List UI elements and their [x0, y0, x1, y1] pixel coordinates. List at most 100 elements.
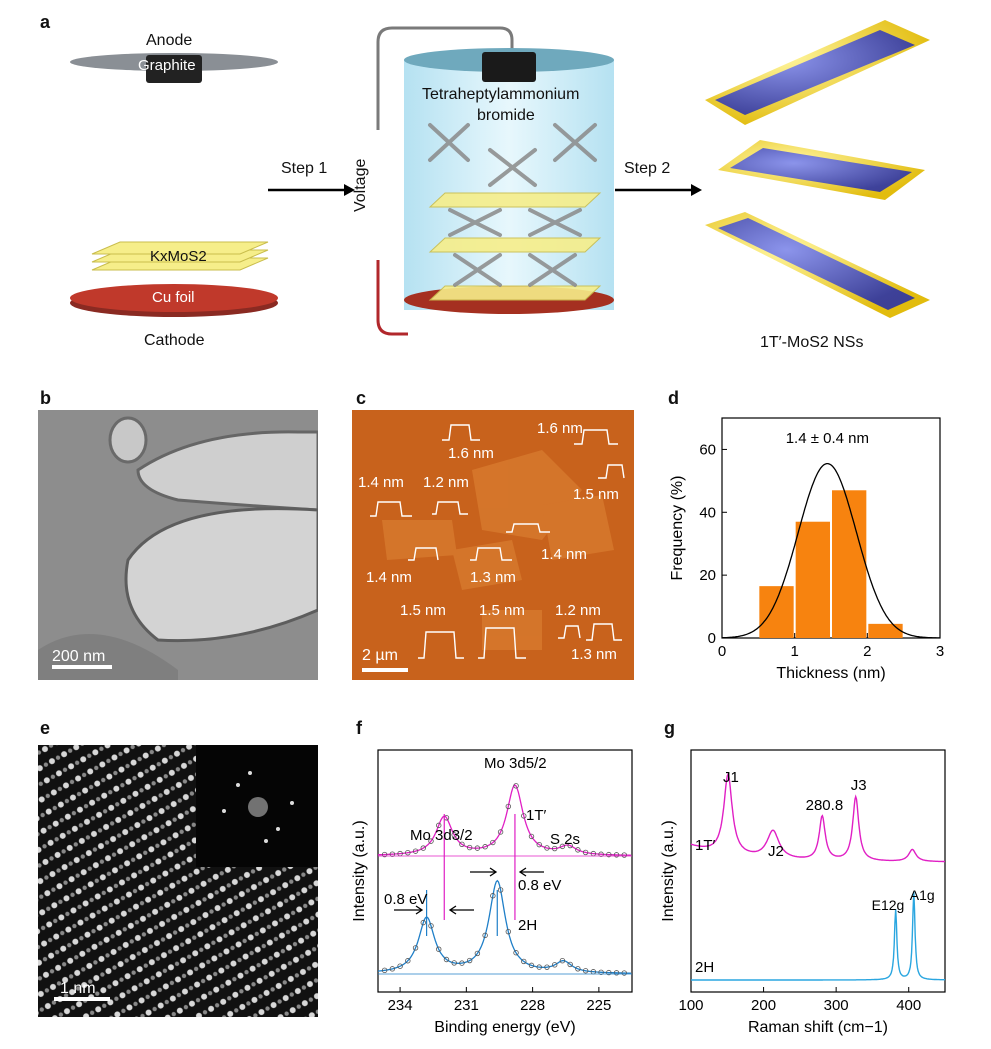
afm-height-6: 1.4 nm [541, 546, 587, 563]
y-tick-label: 60 [699, 441, 716, 458]
data-point [613, 852, 620, 858]
nanosheet-2 [718, 140, 925, 200]
data-point [521, 813, 527, 819]
data-point [528, 833, 535, 840]
histogram-bar [832, 490, 867, 638]
annotation-2h: 2H [518, 917, 537, 934]
spectrum-1t [690, 772, 945, 863]
panel-letter-a: a [40, 12, 51, 32]
arrow-right-2 [518, 867, 544, 877]
afm-height-8: 1.3 nm [470, 569, 516, 586]
scalebar-e: 1 nm [60, 980, 96, 997]
data-point [536, 964, 542, 970]
y-tick-label: 40 [699, 504, 716, 521]
kxmos2-label: KxMoS2 [150, 248, 207, 265]
x-axis-label: Raman shift (cm−1) [748, 1019, 888, 1036]
data-point [474, 950, 481, 957]
x-tick-label: 3 [936, 643, 944, 660]
data-point [405, 850, 411, 856]
arrow-left [394, 905, 424, 915]
data-point [451, 832, 457, 838]
y-tick-label: 0 [708, 630, 716, 647]
afm-height-9: 1.5 nm [400, 602, 446, 619]
data-point [405, 958, 411, 964]
data-point [575, 847, 581, 853]
data-point [428, 838, 434, 844]
data-point [505, 928, 512, 935]
plot-frame [690, 749, 946, 993]
x-tick-label: 234 [388, 997, 413, 1014]
data-point [436, 822, 442, 829]
annotation-a1g: A1g [910, 887, 935, 903]
data-point [451, 960, 457, 966]
cu-foil-label: Cu foil [152, 289, 195, 306]
histogram-bar [868, 623, 903, 638]
data-point [466, 957, 473, 964]
gaussian-fit-line [721, 462, 940, 639]
afm-height-7: 1.4 nm [366, 569, 412, 586]
graphite-label: Graphite [138, 57, 196, 74]
annotation-mo3d52: Mo 3d5/2 [484, 755, 547, 772]
panel-letter-d: d [668, 388, 679, 408]
data-point [575, 966, 581, 972]
afm-height-4: 1.4 nm [358, 474, 404, 491]
wire-top [376, 26, 514, 130]
spectrum-2h [377, 879, 631, 974]
data-point [606, 851, 612, 858]
x-tick-label: 400 [896, 997, 921, 1014]
panel-a-schematic [70, 20, 930, 336]
step1-label: Step 1 [281, 160, 328, 177]
panel-letter-b: b [40, 388, 51, 408]
data-point [567, 842, 573, 849]
data-point [582, 849, 589, 856]
annotation-j1: J1 [723, 769, 739, 786]
data-point [613, 970, 620, 976]
cathode-label: Cathode [144, 332, 205, 349]
x-tick-label: 0 [718, 643, 726, 660]
plot-frame [377, 749, 633, 993]
data-point [490, 893, 496, 899]
scalebar-b: 200 nm [52, 648, 106, 665]
x-tick-label: 100 [678, 997, 703, 1014]
x-tick-label: 300 [824, 997, 849, 1014]
data-point [381, 967, 388, 974]
data-point [582, 968, 589, 974]
panel-letter-f: f [356, 718, 362, 738]
data-point [490, 839, 496, 846]
afm-height-2: 1.6 nm [537, 420, 583, 437]
afm-height-1: 1.6 nm [448, 445, 494, 462]
annotation-e2g: E12g [872, 897, 905, 913]
wire-bottom [376, 260, 408, 336]
graphite-block [146, 55, 202, 83]
raman-chart: 100 200 300 400 Raman shift (cm−1) Intensity … [660, 749, 946, 1036]
arrow-right [470, 867, 498, 877]
arrow-left-2 [448, 905, 474, 915]
data-point [436, 946, 442, 952]
histogram-bar [795, 521, 830, 638]
tem-image-b [38, 410, 318, 680]
x-axis-label: Thickness (nm) [776, 665, 885, 682]
afm-height-10: 1.5 nm [479, 602, 525, 619]
y-axis-label: Intensity (a.u.) [660, 820, 677, 921]
data-point [544, 964, 550, 970]
y-tick-label: 20 [699, 567, 716, 584]
data-point [420, 919, 426, 926]
x-tick-label: 231 [454, 997, 479, 1014]
data-point [521, 958, 527, 965]
x-tick-label: 2 [863, 643, 871, 660]
data-point [559, 843, 566, 850]
data-point [598, 969, 604, 975]
data-point [420, 845, 426, 851]
data-point [621, 970, 627, 976]
xps-chart: 234 231 228 225 Binding energy (eV) Intensity… [351, 749, 633, 1036]
data-point [459, 960, 465, 966]
data-point [466, 844, 473, 851]
step2-label: Step 2 [624, 160, 671, 177]
tha-label-1: Tetraheptylammonium [422, 86, 580, 103]
panel-letter-c: c [356, 388, 367, 408]
data-point [559, 958, 566, 964]
annotation-shift-right: 0.8 eV [518, 877, 561, 894]
anode-label: Anode [146, 32, 193, 49]
data-point [544, 845, 550, 851]
annotation-j2: J2 [768, 843, 784, 860]
